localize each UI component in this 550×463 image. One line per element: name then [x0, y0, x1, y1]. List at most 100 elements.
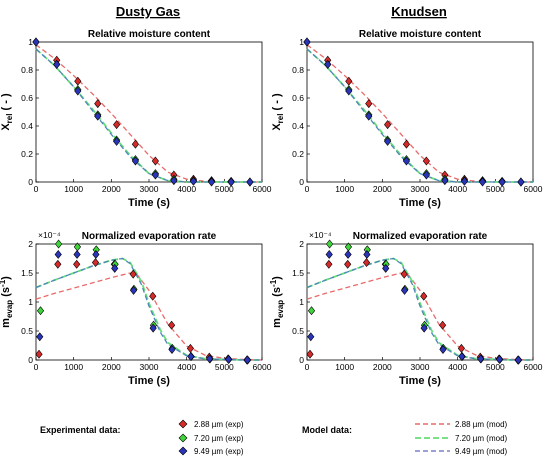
data-point-9-49 — [187, 352, 195, 362]
x-tick-label: 4000 — [448, 184, 467, 194]
data-point-9-49 — [498, 177, 506, 187]
plot-panel-2: Relative moisture content 0 1000 2000 3000 40… — [271, 29, 543, 209]
y-tick-label: 2 — [28, 239, 33, 249]
y-tick-label: 0 — [28, 355, 33, 365]
x-tick-label: 1000 — [335, 362, 354, 372]
data-point-9-49 — [307, 332, 315, 342]
data-point-2-88 — [362, 258, 371, 268]
column-title-left: Dusty Gas — [116, 4, 180, 19]
data-point-9-49 — [402, 156, 411, 166]
data-point-2-88 — [35, 349, 43, 359]
x-tick-label: 4000 — [177, 184, 196, 194]
y-tick-label: 0.8 — [292, 65, 304, 75]
y-axis-label: mevap (s-1) — [0, 276, 14, 328]
model-line-9-49 — [35, 257, 262, 361]
plot-area-frame — [35, 41, 263, 183]
data-point-9-49 — [400, 285, 409, 295]
data-point-2-88 — [344, 259, 352, 269]
y-scale-label: ×10⁻⁴ — [38, 230, 61, 240]
y-axis-label: Xrel ( - ) — [271, 93, 285, 131]
legend: Experimental data: Model data: 2.88 µm (… — [40, 419, 508, 456]
x-tick-label: 0 — [34, 362, 39, 372]
data-point-2-88 — [345, 76, 353, 86]
x-tick-label: 6000 — [524, 362, 543, 372]
data-point-9-49 — [32, 37, 40, 47]
data-point-7-20 — [36, 306, 45, 316]
legend-mod-heading: Model data: — [302, 425, 352, 435]
data-point-9-49 — [53, 59, 61, 69]
y-tick-label: 0.8 — [21, 65, 33, 75]
data-point-2-88 — [94, 99, 102, 109]
legend-exp-label-2-88: 2.88 µm (exp) — [194, 420, 244, 429]
data-point-2-88 — [400, 269, 408, 279]
data-point-9-49 — [303, 37, 311, 47]
plot-panel-4: Normalized evaporation rate 0 1000 2000 3000… — [269, 230, 543, 387]
data-point-9-49 — [441, 176, 449, 186]
data-point-2-88 — [113, 120, 121, 130]
model-line-9-49 — [306, 48, 533, 183]
data-point-9-49 — [189, 176, 198, 186]
panel-title: Relative moisture content — [88, 29, 211, 40]
legend-mod-label-7-20: 7.20 µm (mod) — [455, 434, 508, 443]
y-axis-label: Xrel ( - ) — [0, 93, 14, 131]
panel-title: Normalized evaporation rate — [353, 231, 488, 242]
data-point-2-88 — [306, 349, 314, 359]
legend-exp-heading: Experimental data: — [40, 425, 121, 435]
data-point-2-88 — [457, 343, 466, 353]
data-point-9-49 — [246, 177, 254, 187]
legend-exp-label-7-20: 7.20 µm (exp) — [194, 434, 244, 443]
x-tick-label: 3000 — [140, 184, 159, 194]
y-tick-label: 0.6 — [292, 93, 304, 103]
model-line-9-49 — [306, 257, 533, 361]
data-point-9-49 — [113, 136, 121, 146]
x-tick-label: 5000 — [215, 184, 234, 194]
plot-panel-3: Normalized evaporation rate 0 1000 2000 3000… — [0, 230, 272, 387]
model-line-2-88 — [306, 44, 533, 183]
data-point-2-88 — [149, 291, 157, 301]
x-axis-label: Time (s) — [128, 197, 170, 209]
data-point-9-49 — [384, 136, 392, 146]
data-point-9-49 — [344, 249, 352, 259]
x-tick-label: 1000 — [64, 362, 83, 372]
data-point-9-49 — [149, 323, 157, 333]
data-point-9-49 — [420, 323, 428, 333]
x-tick-label: 0 — [305, 184, 310, 194]
legend-exp-marker-9-49 — [178, 446, 188, 456]
x-tick-label: 1000 — [335, 184, 354, 194]
x-axis-label: Time (s) — [399, 197, 441, 209]
y-axis-label: mevap (s-1) — [269, 276, 285, 328]
y-tick-label: 0.4 — [21, 121, 33, 131]
data-point-9-49 — [365, 111, 373, 121]
y-tick-label: 0 — [299, 355, 304, 365]
x-tick-label: 3000 — [140, 362, 159, 372]
x-tick-label: 3000 — [411, 184, 430, 194]
data-point-2-88 — [73, 259, 81, 269]
model-line-2-88 — [35, 44, 262, 183]
column-title-right: Knudsen — [391, 4, 447, 19]
x-tick-label: 0 — [305, 362, 310, 372]
data-point-2-88 — [186, 343, 195, 353]
data-point-9-49 — [243, 355, 251, 365]
y-tick-label: 0.6 — [21, 93, 33, 103]
data-point-9-49 — [111, 263, 119, 273]
y-tick-label: 0.4 — [292, 121, 304, 131]
legend-mod-label-2-88: 2.88 µm (mod) — [455, 420, 508, 429]
data-point-9-49 — [206, 354, 214, 364]
model-line-2-88 — [306, 272, 534, 361]
data-point-2-88 — [420, 291, 428, 301]
data-point-9-49 — [325, 249, 333, 259]
x-tick-label: 5000 — [215, 362, 234, 372]
data-point-9-49 — [207, 177, 216, 187]
data-point-2-88 — [168, 320, 176, 330]
data-point-9-49 — [54, 249, 62, 259]
data-point-9-49 — [129, 285, 138, 295]
y-tick-label: 2 — [299, 239, 304, 249]
legend-exp-marker-7-20 — [178, 433, 188, 443]
data-point-2-88 — [365, 99, 373, 109]
x-tick-label: 2000 — [102, 362, 121, 372]
data-point-9-49 — [439, 345, 447, 355]
x-tick-label: 3000 — [411, 362, 430, 372]
data-point-7-20 — [307, 306, 316, 316]
y-tick-label: 1 — [28, 37, 33, 47]
x-tick-label: 2000 — [373, 184, 392, 194]
